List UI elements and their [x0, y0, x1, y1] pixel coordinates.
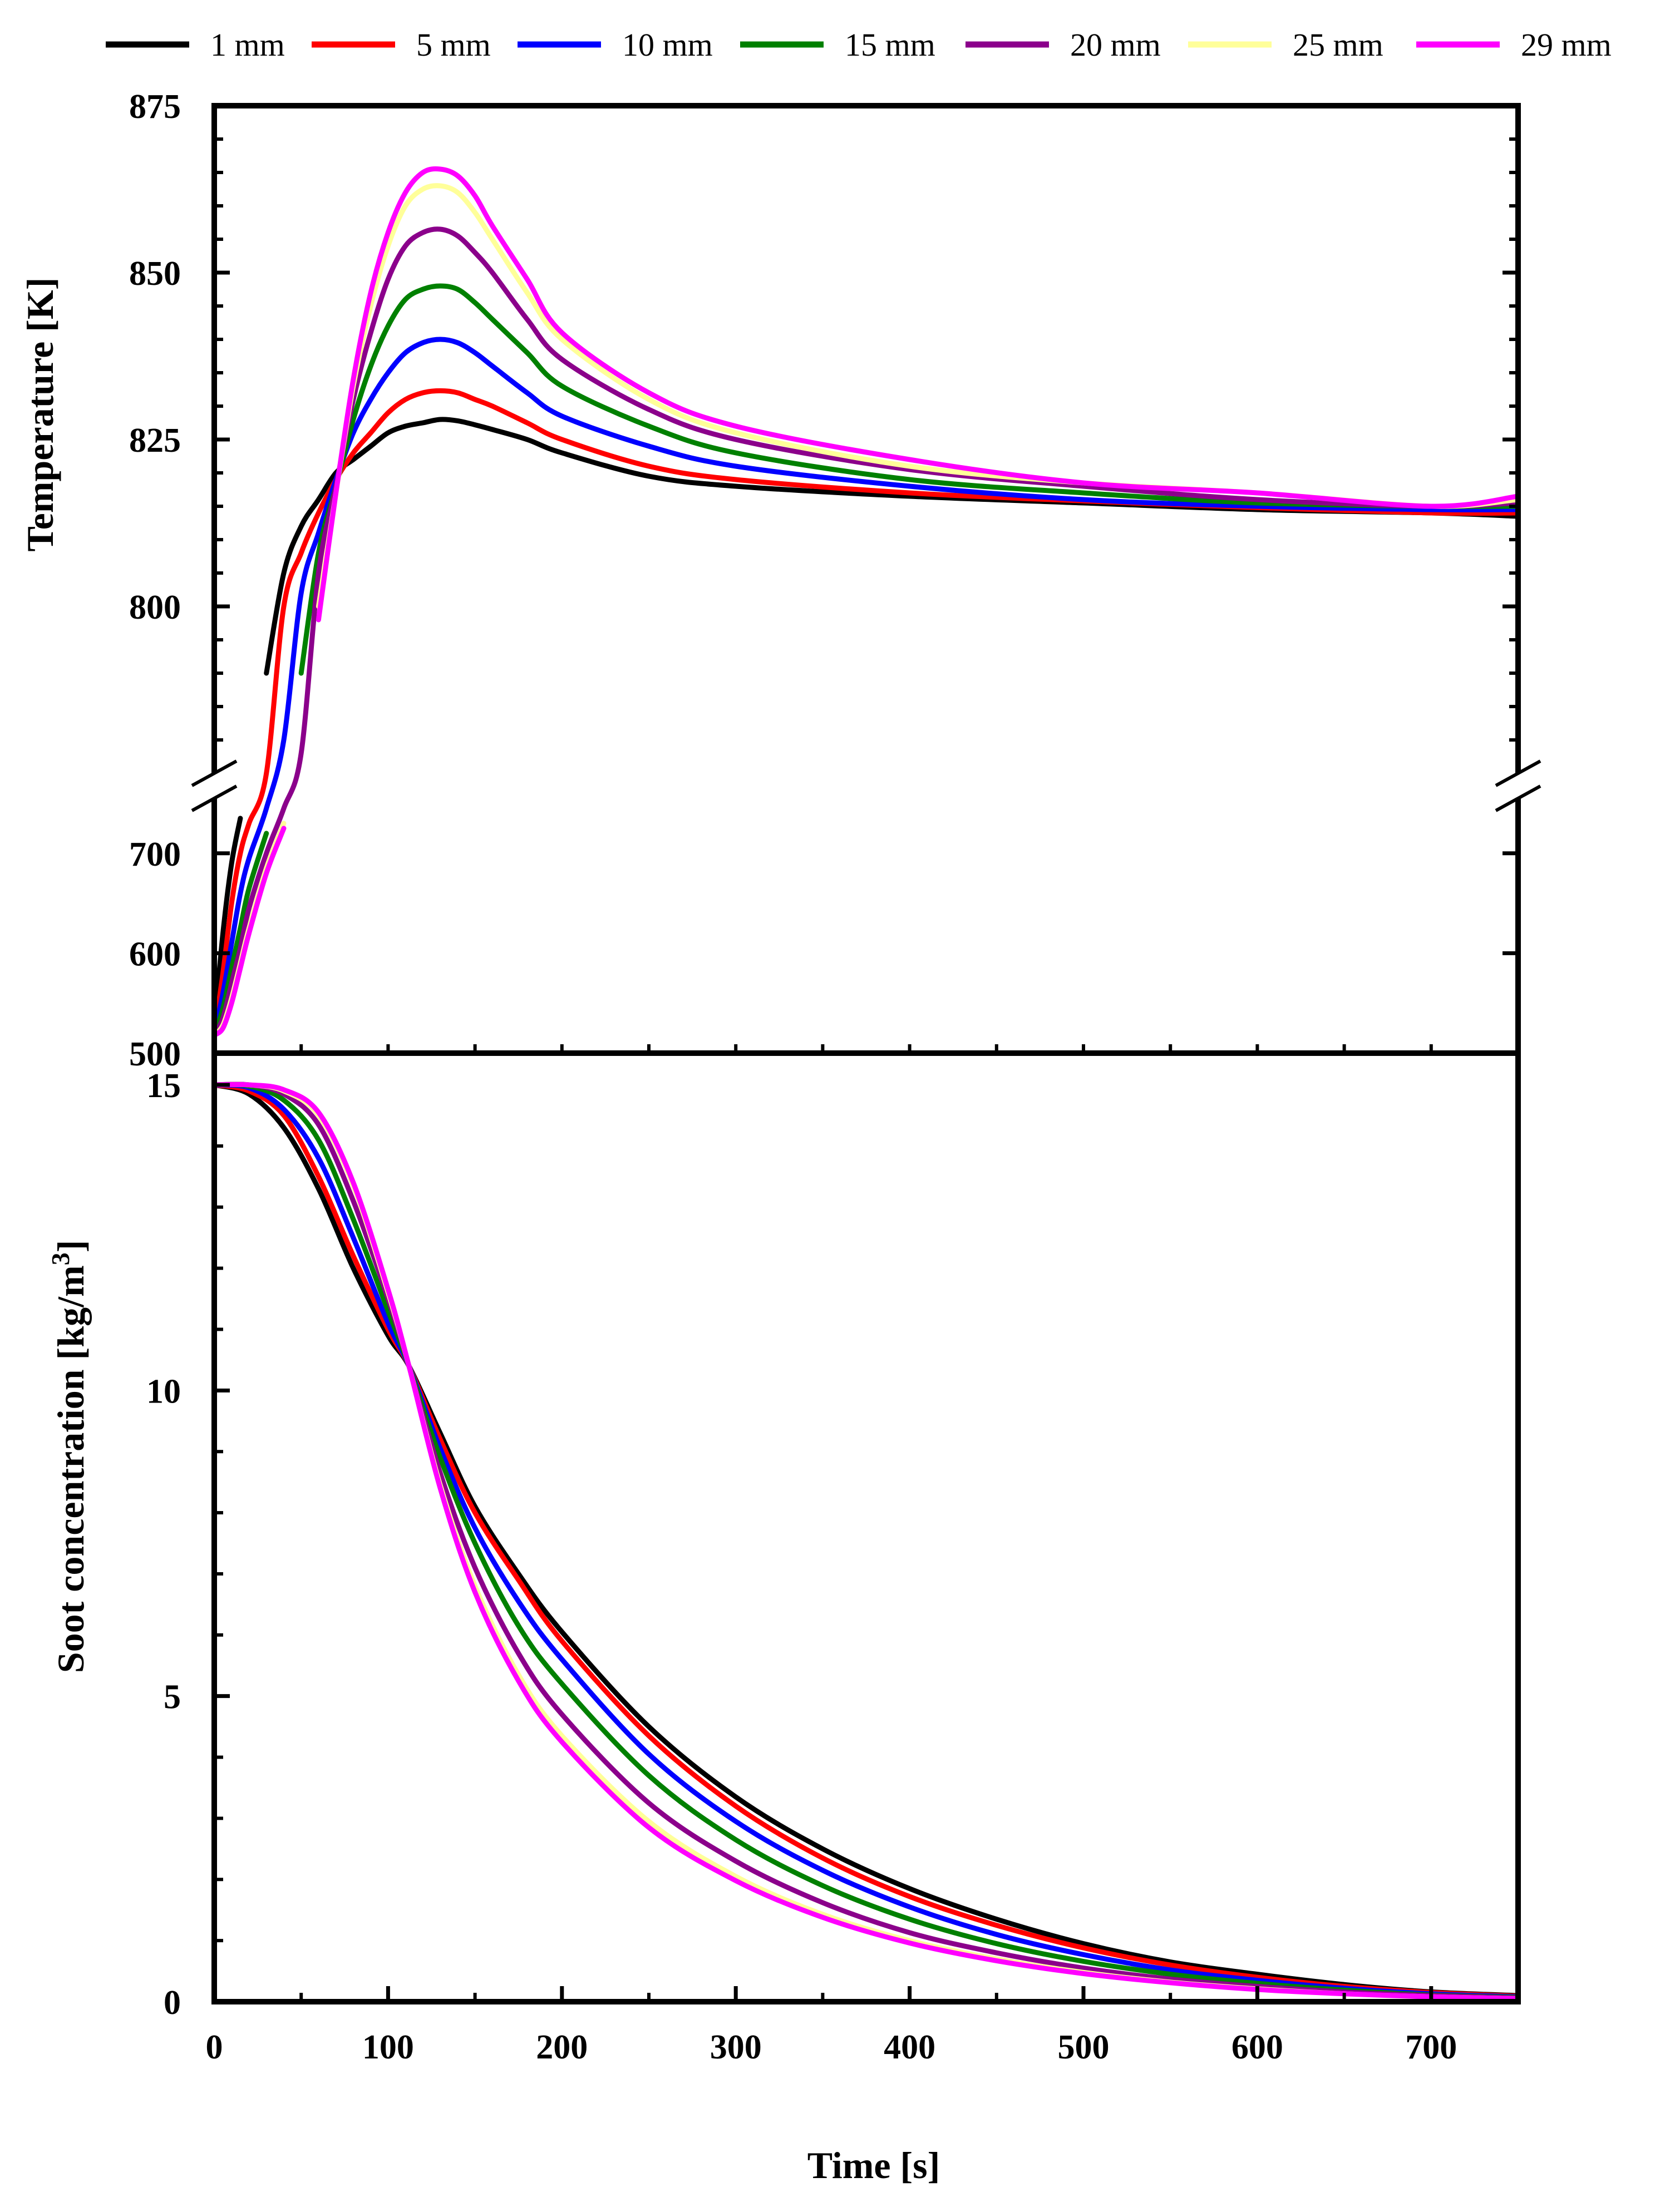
temperature-line-15-mm	[298, 283, 1521, 676]
temperature-frame-upper	[211, 103, 1521, 773]
soot-series-group	[211, 1082, 1521, 2001]
temperature-line-25-mm	[316, 183, 1521, 609]
legend-label-1-mm: 1 mm	[210, 27, 285, 63]
soot-line-5-mm	[211, 1082, 1521, 1999]
time-tick-label: 100	[362, 2028, 414, 2066]
temperature-tick-label: 500	[129, 1035, 181, 1073]
time-axis-label: Time [s]	[807, 2144, 940, 2186]
temperature-panel: 800 825 850 875 500 600 700	[129, 88, 1521, 1073]
temperature-line-5-mm	[211, 388, 1521, 1036]
soot-axis-label-superscript: 3	[46, 1252, 75, 1265]
time-tick-label: 600	[1231, 2028, 1283, 2066]
legend-label-5-mm: 5 mm	[416, 27, 491, 63]
soot-tick-label: 10	[146, 1372, 181, 1410]
time-tick-label: 0	[206, 2028, 223, 2066]
soot-axis-label: Soot concentration [kg/m3]	[46, 1240, 92, 1673]
legend-label-10-mm: 10 mm	[622, 27, 713, 63]
axis-break-mark-right-upper	[1495, 759, 1541, 787]
legend: 1 mm 5 mm 10 mm 15 mm 20 mm 25 mm 29 mm	[106, 27, 1612, 63]
legend-label-15-mm: 15 mm	[845, 27, 935, 63]
temperature-frame-lower	[211, 798, 1521, 1056]
soot-line-29-mm	[211, 1082, 1521, 2001]
soot-axis-ticks: 0 5 10 15 0 100 200 300 400 500 600 700	[146, 1067, 1457, 2066]
temperature-tick-label: 825	[129, 422, 181, 460]
legend-label-20-mm: 20 mm	[1070, 27, 1161, 63]
temperature-tick-label: 700	[129, 836, 181, 873]
temperature-y-ticks: 800 825 850 875 500 600 700	[129, 88, 1518, 1073]
time-tick-label: 500	[1058, 2028, 1110, 2066]
temperature-series-group	[211, 166, 1521, 1038]
legend-label-29-mm: 29 mm	[1521, 27, 1612, 63]
soot-line-1-mm	[211, 1082, 1521, 1998]
soot-axis-label-end: ]	[50, 1240, 92, 1253]
temperature-tick-label: 600	[129, 935, 181, 973]
temperature-line-1-mm	[211, 816, 243, 1031]
temperature-tick-label: 850	[129, 255, 181, 293]
legend-label-25-mm: 25 mm	[1293, 27, 1383, 63]
soot-tick-label: 5	[164, 1678, 181, 1716]
temperature-axis-label: Temperature [K]	[19, 278, 61, 552]
soot-line-25-mm	[211, 1082, 1521, 2001]
temperature-line-10-mm	[211, 337, 1521, 1036]
soot-tick-label: 0	[164, 1984, 181, 2022]
temperature-tick-label: 875	[129, 88, 181, 126]
soot-frame	[211, 1050, 1521, 2004]
soot-line-15-mm	[211, 1082, 1521, 2000]
time-tick-label: 200	[536, 2028, 588, 2066]
axis-break-mark-left-lower	[191, 784, 238, 812]
axes-frames	[191, 103, 1541, 2004]
soot-line-10-mm	[211, 1082, 1521, 1999]
temperature-line-20-mm	[211, 226, 1521, 1038]
soot-tick-label: 15	[146, 1067, 181, 1105]
soot-line-20-mm	[211, 1082, 1521, 2001]
axis-break-mark-right-lower	[1495, 784, 1541, 812]
temperature-line-29-mm	[211, 826, 287, 1038]
axis-break-mark-left-upper	[191, 759, 238, 787]
soot-axis-label-main: Soot concentration [kg/m	[50, 1265, 92, 1673]
time-tick-label: 400	[884, 2028, 935, 2066]
temperature-line-15-mm	[211, 831, 269, 1038]
temperature-tick-label: 800	[129, 589, 181, 626]
time-tick-label: 300	[710, 2028, 762, 2066]
temperature-line-29-mm	[316, 166, 1521, 623]
soot-panel: 0 5 10 15 0 100 200 300 400 500 600 700	[146, 1067, 1521, 2066]
time-tick-label: 700	[1405, 2028, 1457, 2066]
